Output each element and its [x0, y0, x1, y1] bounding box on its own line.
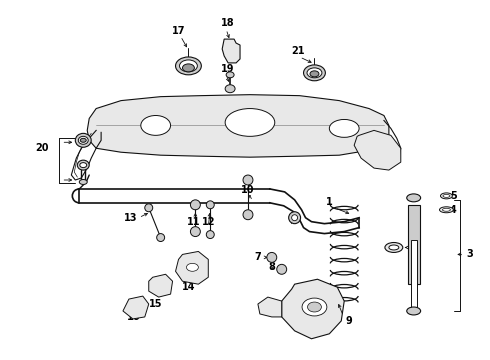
Text: 8: 8 [269, 262, 275, 272]
Circle shape [145, 204, 153, 212]
Polygon shape [123, 296, 149, 319]
Text: 7: 7 [254, 252, 261, 262]
Ellipse shape [310, 71, 319, 77]
Ellipse shape [182, 64, 195, 72]
Text: 9: 9 [346, 316, 353, 326]
Circle shape [191, 200, 200, 210]
Ellipse shape [141, 116, 171, 135]
Text: 2: 2 [410, 243, 417, 252]
Text: 19: 19 [221, 64, 235, 74]
Text: 1: 1 [326, 197, 333, 207]
Ellipse shape [308, 302, 321, 312]
Text: 17: 17 [172, 26, 185, 36]
Circle shape [243, 175, 253, 185]
Text: 5: 5 [450, 191, 457, 201]
Ellipse shape [225, 85, 235, 93]
Ellipse shape [389, 245, 399, 250]
Text: 3: 3 [467, 249, 474, 260]
Circle shape [206, 231, 214, 239]
Polygon shape [87, 95, 389, 157]
Text: 14: 14 [182, 282, 195, 292]
Polygon shape [354, 130, 401, 170]
Ellipse shape [307, 68, 322, 78]
Text: 20: 20 [35, 143, 49, 153]
Ellipse shape [80, 163, 87, 168]
Polygon shape [408, 205, 419, 284]
Circle shape [277, 264, 287, 274]
Ellipse shape [303, 65, 325, 81]
Circle shape [191, 227, 200, 237]
Ellipse shape [79, 180, 87, 184]
Ellipse shape [302, 298, 327, 316]
Ellipse shape [442, 208, 450, 211]
Ellipse shape [226, 72, 234, 78]
Ellipse shape [187, 264, 198, 271]
Ellipse shape [75, 133, 91, 147]
Text: 13: 13 [124, 213, 138, 223]
Ellipse shape [80, 138, 86, 142]
Ellipse shape [407, 194, 420, 202]
Ellipse shape [407, 307, 420, 315]
Circle shape [206, 201, 214, 209]
Ellipse shape [443, 194, 450, 197]
Text: 21: 21 [291, 46, 304, 56]
Circle shape [289, 212, 300, 224]
Ellipse shape [385, 243, 403, 252]
Ellipse shape [78, 136, 88, 144]
Polygon shape [258, 297, 282, 317]
Text: 18: 18 [221, 18, 235, 28]
Text: 15: 15 [149, 299, 163, 309]
Ellipse shape [179, 60, 197, 72]
Text: 12: 12 [201, 217, 215, 227]
Text: 16: 16 [127, 312, 141, 322]
Circle shape [292, 215, 297, 221]
Polygon shape [411, 239, 416, 309]
Ellipse shape [77, 160, 89, 170]
Circle shape [267, 252, 277, 262]
Circle shape [243, 210, 253, 220]
Text: 10: 10 [241, 185, 255, 195]
Polygon shape [175, 251, 208, 284]
Ellipse shape [225, 109, 275, 136]
Ellipse shape [175, 57, 201, 75]
Text: 11: 11 [187, 217, 200, 227]
Text: 6: 6 [291, 213, 298, 223]
Polygon shape [222, 39, 240, 63]
Text: 4: 4 [450, 205, 457, 215]
Polygon shape [282, 279, 344, 339]
Polygon shape [149, 274, 172, 297]
Ellipse shape [440, 207, 453, 213]
Ellipse shape [329, 120, 359, 137]
Ellipse shape [441, 193, 452, 199]
Circle shape [157, 234, 165, 242]
